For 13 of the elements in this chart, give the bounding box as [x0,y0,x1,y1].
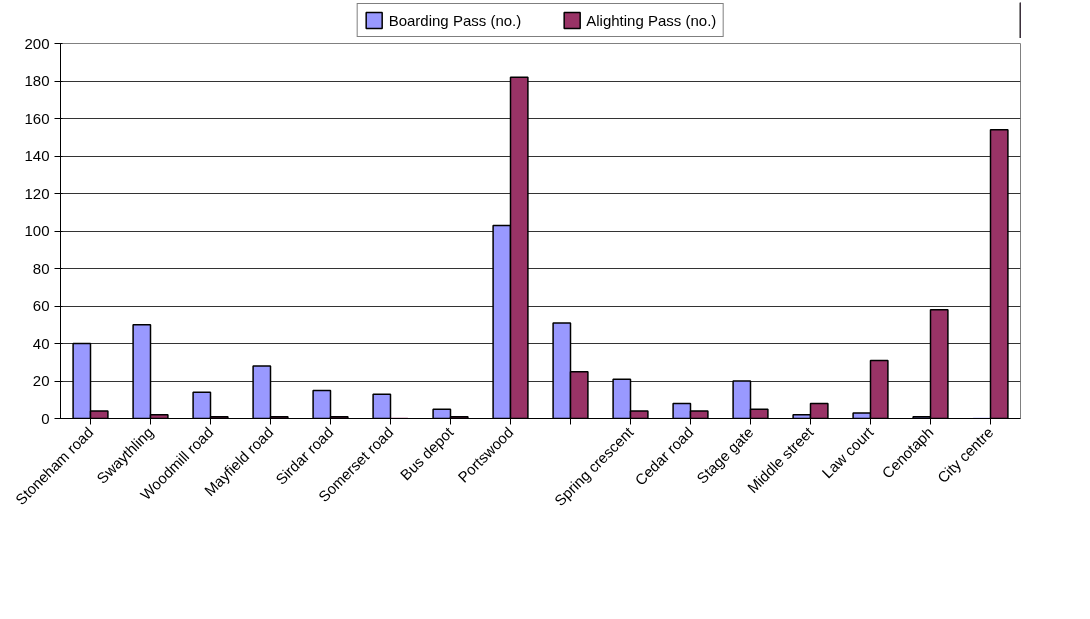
y-tick-label: 200 [24,34,50,52]
y-tick-label: 60 [32,297,50,314]
y-tick-label: 20 [32,372,50,389]
legend-label: Alighting Pass (no.) [586,11,717,29]
legend-label: Boarding Pass (no.) [388,11,522,29]
y-tick-label: 80 [32,259,50,277]
y-tick-label: 40 [32,334,50,352]
y-tick-label: 160 [24,109,50,127]
y-tick-label: 120 [24,184,50,202]
y-tick-label: 0 [41,409,50,427]
y-tick-label: 180 [24,72,50,89]
y-tick-label: 100 [24,222,50,239]
y-tick-label: 140 [24,147,50,164]
